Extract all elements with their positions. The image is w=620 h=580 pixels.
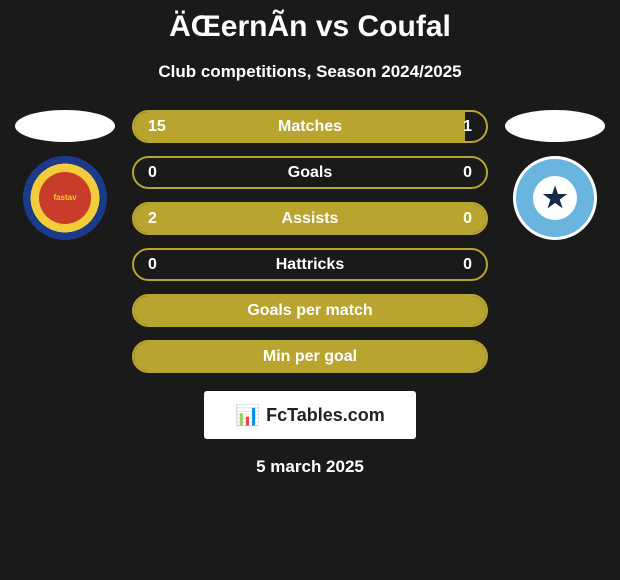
comparison-subtitle: Club competitions, Season 2024/2025 (0, 62, 620, 82)
stat-right-value: 1 (463, 118, 472, 136)
left-player-col: fastav (10, 110, 120, 240)
stats-column: 15 1 Matches 0 0 Goals 2 0 Assists 0 0 Hattricks Goa… (132, 110, 488, 373)
right-club-logo-inner: ★ (533, 176, 577, 220)
star-icon: ★ (542, 183, 567, 214)
right-club-logo: ★ (513, 156, 597, 240)
stat-left-value: 0 (148, 164, 157, 182)
main-row: fastav 15 1 Matches 0 0 Goals 2 0 Assists 0 0 Hattr… (0, 110, 620, 373)
stat-left-value: 2 (148, 210, 157, 228)
right-player-col: ★ (500, 110, 610, 240)
left-player-avatar (15, 110, 115, 142)
stat-row-goals: 0 0 Goals (132, 156, 488, 189)
chart-icon: 📊 (235, 403, 260, 428)
stat-label: Min per goal (263, 348, 357, 366)
comparison-title: ÄŒernÃ­n vs Coufal (0, 10, 620, 44)
stat-label: Matches (278, 118, 342, 136)
stat-label: Assists (282, 210, 339, 228)
stat-right-value: 0 (463, 164, 472, 182)
stat-label: Hattricks (276, 256, 344, 274)
right-player-avatar (505, 110, 605, 142)
stat-row-min-per-goal: Min per goal (132, 340, 488, 373)
stat-row-hattricks: 0 0 Hattricks (132, 248, 488, 281)
left-club-logo: fastav (23, 156, 107, 240)
stat-left-value: 15 (148, 118, 166, 136)
footer-brand: 📊 FcTables.com (204, 391, 416, 439)
comparison-card: ÄŒernÃ­n vs Coufal Club competitions, Se… (0, 0, 620, 580)
stat-label: Goals per match (247, 302, 372, 320)
left-club-logo-inner: fastav (39, 172, 91, 224)
stat-left-value: 0 (148, 256, 157, 274)
stat-label: Goals (288, 164, 332, 182)
comparison-date: 5 march 2025 (0, 457, 620, 477)
footer-brand-text: FcTables.com (266, 405, 385, 426)
stat-row-matches: 15 1 Matches (132, 110, 488, 143)
stat-row-assists: 2 0 Assists (132, 202, 488, 235)
stat-right-value: 0 (463, 256, 472, 274)
stat-row-goals-per-match: Goals per match (132, 294, 488, 327)
stat-right-value: 0 (463, 210, 472, 228)
